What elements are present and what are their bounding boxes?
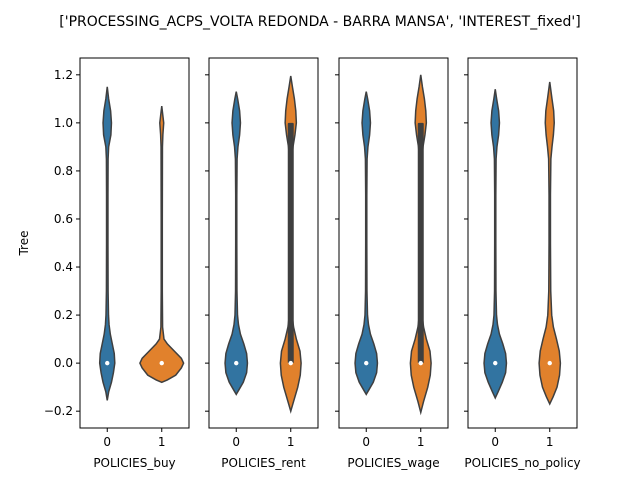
violin-POLICIES_buy-1 bbox=[139, 105, 185, 384]
panel-3: 0 1 POLICIES_no_policy bbox=[464, 57, 581, 470]
y-tick-label: 0.2 bbox=[54, 308, 73, 322]
y-axis-label: Tree bbox=[17, 230, 31, 256]
median-dot-0-0 bbox=[105, 360, 110, 366]
x-axis-label-2: POLICIES_wage bbox=[347, 456, 439, 470]
y-tick-label: 0.4 bbox=[54, 260, 73, 274]
panels: −0.2 0.0 0.2 0.4 0.6 0.8 1.0 1.2 0 1 POLICIES_buy 0… bbox=[44, 57, 581, 470]
panel-1: 0 1 POLICIES_rent bbox=[205, 57, 319, 470]
panel-frame-3 bbox=[467, 57, 578, 429]
panel-0: −0.2 0.0 0.2 0.4 0.6 0.8 1.0 1.2 0 1 POLICIES_buy bbox=[44, 57, 190, 470]
x-axis-label-0: POLICIES_buy bbox=[93, 456, 175, 470]
median-dot-2-0 bbox=[364, 360, 369, 366]
violin-POLICIES_no_policy-0 bbox=[483, 89, 508, 400]
x-tick-label: 1 bbox=[158, 435, 166, 449]
iqr-box-1-1 bbox=[287, 122, 294, 364]
panel-frame-2 bbox=[338, 57, 449, 429]
x-tick-label: 0 bbox=[362, 435, 370, 449]
panel-frame-0 bbox=[79, 57, 190, 429]
y-tick-label: 0.0 bbox=[54, 356, 73, 370]
y-tick-label: 1.2 bbox=[54, 68, 73, 82]
panel-2: 0 1 POLICIES_wage bbox=[335, 57, 449, 470]
x-tick-label: 1 bbox=[287, 435, 295, 449]
x-tick-label: 0 bbox=[232, 435, 240, 449]
median-dot-0-1 bbox=[159, 360, 164, 366]
chart-title: ['PROCESSING_ACPS_VOLTA REDONDA - BARRA … bbox=[59, 14, 580, 30]
median-dot-1-0 bbox=[234, 360, 239, 366]
median-dot-3-1 bbox=[547, 360, 552, 366]
iqr-box-2-1 bbox=[417, 122, 424, 364]
x-tick-label: 0 bbox=[103, 435, 111, 449]
violin-POLICIES_wage-0 bbox=[354, 91, 379, 396]
y-tick-label: 0.8 bbox=[54, 164, 73, 178]
x-tick-label: 0 bbox=[491, 435, 499, 449]
median-dot-3-0 bbox=[493, 360, 498, 366]
y-tick-label: −0.2 bbox=[44, 404, 73, 418]
violin-POLICIES_rent-0 bbox=[224, 91, 249, 396]
x-axis-label-3: POLICIES_no_policy bbox=[464, 456, 580, 470]
violin-POLICIES_no_policy-1 bbox=[538, 81, 562, 406]
x-axis-label-1: POLICIES_rent bbox=[221, 456, 306, 470]
median-dot-2-1 bbox=[418, 360, 423, 366]
x-tick-label: 1 bbox=[417, 435, 425, 449]
panel-frame-1 bbox=[208, 57, 319, 429]
x-tick-label: 1 bbox=[546, 435, 554, 449]
median-dot-1-1 bbox=[288, 360, 293, 366]
y-tick-label: 1.0 bbox=[54, 116, 73, 130]
y-tick-label: 0.6 bbox=[54, 212, 73, 226]
violin-POLICIES_buy-0 bbox=[98, 86, 116, 401]
